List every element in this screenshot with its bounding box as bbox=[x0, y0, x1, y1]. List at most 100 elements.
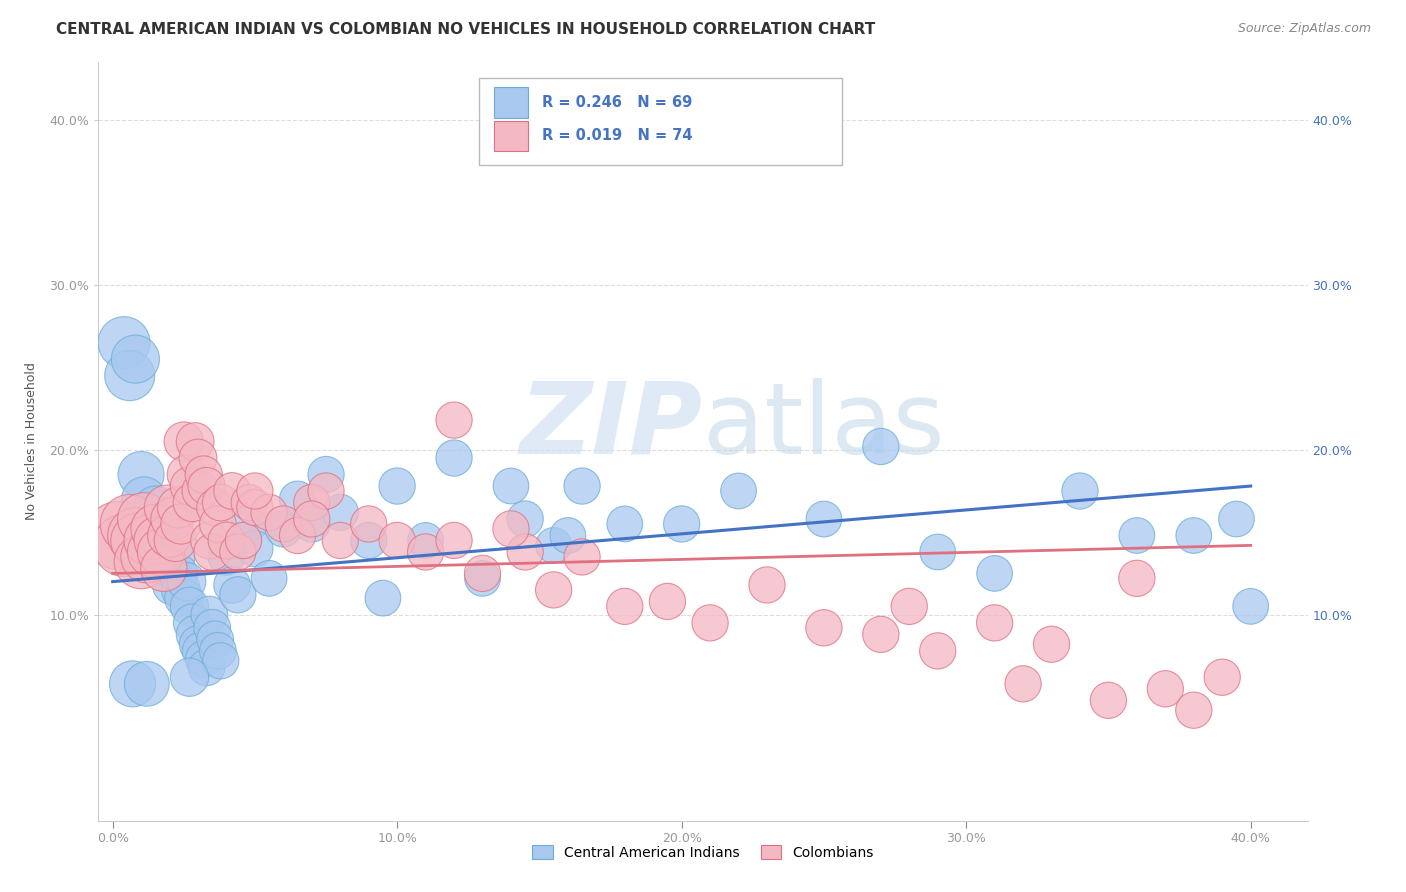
FancyBboxPatch shape bbox=[494, 87, 527, 118]
Point bbox=[1225, 512, 1247, 526]
Point bbox=[181, 495, 204, 509]
Point bbox=[898, 599, 921, 614]
Point bbox=[273, 522, 295, 536]
Point bbox=[209, 654, 232, 668]
Point bbox=[207, 644, 229, 658]
Point bbox=[1154, 681, 1177, 696]
Point bbox=[153, 545, 176, 559]
Point bbox=[287, 528, 309, 542]
Point bbox=[193, 467, 215, 482]
Point bbox=[315, 483, 337, 498]
Point bbox=[301, 516, 323, 531]
Point bbox=[756, 578, 779, 592]
Point bbox=[301, 495, 323, 509]
Point bbox=[173, 434, 195, 449]
Point bbox=[162, 512, 184, 526]
Point bbox=[121, 677, 143, 691]
Point bbox=[132, 492, 155, 507]
Point bbox=[195, 660, 218, 674]
Point bbox=[415, 545, 437, 559]
Point bbox=[143, 500, 166, 515]
Point bbox=[657, 594, 679, 608]
Point bbox=[118, 516, 141, 531]
Point bbox=[209, 495, 232, 509]
Point bbox=[107, 528, 129, 542]
Point bbox=[257, 571, 280, 585]
Point bbox=[138, 516, 160, 531]
Point bbox=[357, 533, 380, 548]
Point bbox=[176, 467, 198, 482]
Point bbox=[129, 467, 152, 482]
Point bbox=[1012, 677, 1035, 691]
Point bbox=[515, 512, 537, 526]
Point bbox=[671, 516, 693, 531]
Point bbox=[243, 541, 266, 556]
FancyBboxPatch shape bbox=[494, 120, 527, 151]
Point bbox=[357, 516, 380, 531]
Point bbox=[1040, 637, 1063, 651]
Point bbox=[287, 492, 309, 507]
Point bbox=[471, 566, 494, 581]
Point bbox=[813, 621, 835, 635]
Point bbox=[165, 549, 187, 564]
Point bbox=[371, 591, 394, 606]
Point bbox=[141, 545, 163, 559]
Point bbox=[187, 637, 209, 651]
Y-axis label: No Vehicles in Household: No Vehicles in Household bbox=[25, 363, 38, 520]
Point bbox=[415, 533, 437, 548]
Point bbox=[190, 644, 212, 658]
Text: CENTRAL AMERICAN INDIAN VS COLOMBIAN NO VEHICLES IN HOUSEHOLD CORRELATION CHART: CENTRAL AMERICAN INDIAN VS COLOMBIAN NO … bbox=[56, 22, 876, 37]
Point bbox=[184, 627, 207, 641]
Point bbox=[198, 533, 221, 548]
Point bbox=[443, 533, 465, 548]
Point bbox=[198, 607, 221, 622]
Point bbox=[207, 516, 229, 531]
Text: R = 0.019   N = 74: R = 0.019 N = 74 bbox=[543, 128, 693, 144]
Point bbox=[193, 652, 215, 666]
Point bbox=[179, 599, 201, 614]
Point bbox=[927, 545, 949, 559]
Point bbox=[112, 538, 135, 552]
Point bbox=[124, 528, 146, 542]
Point bbox=[238, 495, 260, 509]
Point bbox=[150, 538, 173, 552]
Point bbox=[1126, 528, 1149, 542]
Point bbox=[215, 533, 238, 548]
Point bbox=[927, 644, 949, 658]
Point bbox=[153, 561, 176, 575]
Text: ZIP: ZIP bbox=[520, 378, 703, 475]
Point bbox=[138, 533, 160, 548]
Legend: Central American Indians, Colombians: Central American Indians, Colombians bbox=[526, 838, 880, 867]
Point bbox=[179, 479, 201, 493]
Point bbox=[143, 522, 166, 536]
Point bbox=[187, 450, 209, 465]
Point bbox=[983, 615, 1005, 630]
Point bbox=[221, 483, 243, 498]
Point bbox=[1182, 528, 1205, 542]
Point bbox=[243, 500, 266, 515]
Point bbox=[146, 528, 169, 542]
Point bbox=[1126, 571, 1149, 585]
Point bbox=[471, 571, 494, 585]
Point bbox=[443, 413, 465, 427]
Point bbox=[150, 545, 173, 559]
Point bbox=[167, 566, 190, 581]
Point bbox=[226, 588, 249, 602]
Text: Source: ZipAtlas.com: Source: ZipAtlas.com bbox=[1237, 22, 1371, 36]
Point bbox=[190, 483, 212, 498]
Point bbox=[1182, 703, 1205, 717]
Point bbox=[146, 533, 169, 548]
Point bbox=[129, 555, 152, 569]
Point bbox=[983, 566, 1005, 581]
Point bbox=[515, 545, 537, 559]
Point bbox=[571, 479, 593, 493]
Point bbox=[141, 525, 163, 540]
Point bbox=[1211, 670, 1233, 684]
Point bbox=[869, 627, 891, 641]
Point bbox=[159, 528, 181, 542]
Point bbox=[243, 483, 266, 498]
Point bbox=[543, 582, 565, 597]
Point bbox=[329, 533, 352, 548]
Point bbox=[127, 533, 149, 548]
Point bbox=[167, 500, 190, 515]
